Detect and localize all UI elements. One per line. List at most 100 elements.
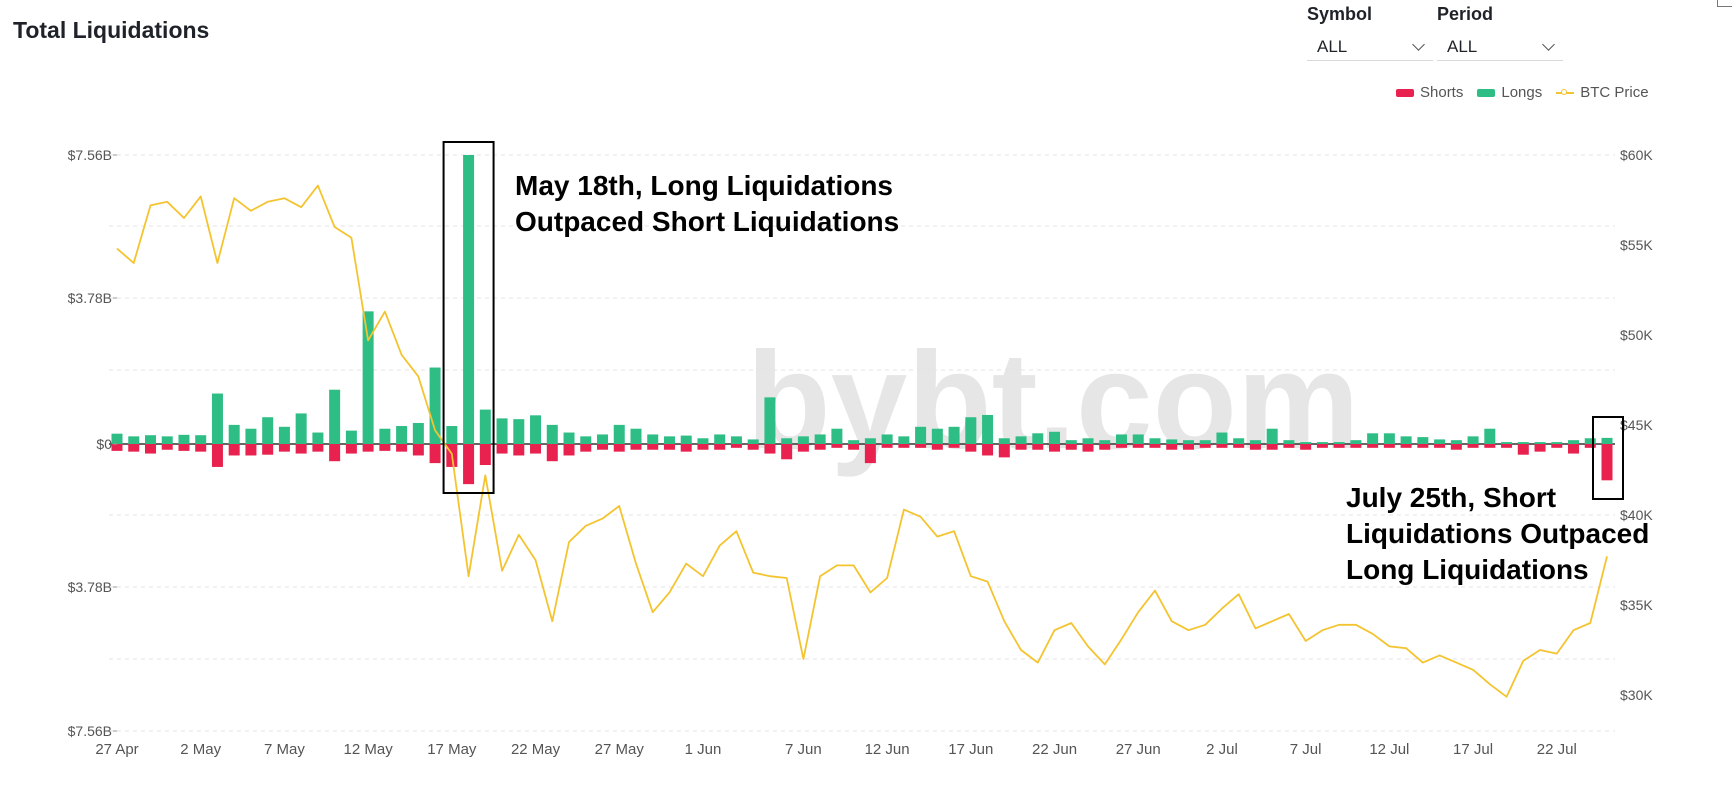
long-bar bbox=[329, 389, 341, 444]
long-bar bbox=[1534, 442, 1546, 444]
short-bar bbox=[915, 444, 927, 448]
long-bar bbox=[580, 436, 592, 444]
long-bar bbox=[362, 311, 374, 444]
short-bar bbox=[1032, 444, 1044, 450]
short-bar bbox=[463, 444, 475, 485]
short-bar bbox=[362, 444, 374, 452]
long-bar bbox=[915, 426, 927, 444]
long-bar bbox=[513, 419, 525, 444]
long-bar bbox=[1249, 440, 1261, 444]
long-bar bbox=[530, 415, 542, 444]
x-tick-label: 2 Jul bbox=[1206, 741, 1238, 758]
long-bar bbox=[747, 439, 759, 444]
short-bar bbox=[831, 444, 843, 448]
short-bar bbox=[1551, 444, 1563, 448]
short-bar bbox=[931, 444, 943, 450]
long-bar bbox=[982, 414, 994, 444]
annotation-jul25-line2: Liquidations Outpaced bbox=[1346, 518, 1650, 549]
legend-item-btc-price[interactable]: BTC Price bbox=[1556, 84, 1649, 101]
long-bar bbox=[931, 428, 943, 444]
short-bar bbox=[1601, 444, 1613, 481]
long-bar bbox=[144, 435, 156, 444]
short-bar bbox=[730, 444, 742, 448]
short-bar bbox=[1333, 444, 1345, 448]
annotation-jul25: July 25th, Short Liquidations Outpaced L… bbox=[1346, 480, 1649, 588]
period-value: ALL bbox=[1447, 36, 1478, 56]
short-bar bbox=[663, 444, 675, 450]
long-bar bbox=[1584, 438, 1596, 444]
short-bar bbox=[1115, 444, 1127, 448]
short-bar bbox=[546, 444, 558, 462]
short-bar bbox=[211, 444, 223, 467]
legend-label-shorts: Shorts bbox=[1420, 84, 1464, 101]
x-tick-label: 7 May bbox=[264, 741, 305, 758]
legend-label-longs: Longs bbox=[1501, 84, 1543, 101]
period-label: Period bbox=[1437, 4, 1494, 24]
btc-price-line bbox=[116, 184, 1608, 698]
short-bar bbox=[295, 444, 307, 454]
legend-item-longs[interactable]: Longs bbox=[1477, 84, 1542, 101]
long-bar bbox=[1199, 440, 1211, 444]
short-bar bbox=[1149, 444, 1161, 448]
long-bar bbox=[965, 417, 977, 444]
x-tick-label: 22 May bbox=[511, 741, 561, 758]
long-bar bbox=[1283, 440, 1295, 444]
long-bar bbox=[496, 418, 508, 444]
x-tick-label: 17 May bbox=[427, 741, 477, 758]
short-bar bbox=[864, 444, 876, 464]
x-tick-label: 27 Jun bbox=[1116, 741, 1161, 758]
symbol-select[interactable]: ALL bbox=[1307, 33, 1433, 61]
x-tick-label: 27 May bbox=[595, 741, 645, 758]
longs-swatch-icon bbox=[1477, 88, 1496, 97]
short-bar bbox=[1065, 444, 1077, 450]
long-bar bbox=[128, 436, 140, 444]
short-bar bbox=[1534, 444, 1546, 452]
short-bar bbox=[1501, 444, 1513, 448]
long-bar bbox=[262, 417, 274, 444]
long-bar bbox=[1467, 436, 1479, 444]
short-bar bbox=[128, 444, 140, 452]
short-bar bbox=[329, 444, 341, 462]
long-bar bbox=[1551, 442, 1563, 444]
short-bar bbox=[412, 444, 424, 456]
long-bar bbox=[446, 426, 458, 444]
long-bar bbox=[479, 409, 491, 444]
long-bar bbox=[898, 436, 910, 444]
long-bar bbox=[429, 367, 441, 444]
long-bar bbox=[111, 433, 123, 444]
short-bar bbox=[1350, 444, 1362, 448]
period-select[interactable]: ALL bbox=[1437, 33, 1563, 61]
short-bar bbox=[1383, 444, 1395, 448]
short-bar bbox=[1166, 444, 1178, 450]
x-tick-label: 1 Jun bbox=[685, 741, 722, 758]
short-bar bbox=[764, 444, 776, 454]
long-bar bbox=[1434, 439, 1446, 444]
short-bar bbox=[563, 444, 575, 456]
short-bar bbox=[797, 444, 809, 452]
short-bar bbox=[345, 444, 357, 454]
long-bar bbox=[1266, 428, 1278, 444]
x-tick-label: 12 Jul bbox=[1369, 741, 1409, 758]
long-bar bbox=[1400, 436, 1412, 444]
annotation-jul25-line3: Long Liquidations bbox=[1346, 554, 1589, 585]
legend-item-shorts[interactable]: Shorts bbox=[1396, 84, 1463, 101]
short-bar bbox=[1099, 444, 1111, 450]
short-bar bbox=[898, 444, 910, 448]
short-bar bbox=[1182, 444, 1194, 450]
long-bar bbox=[1166, 439, 1178, 444]
x-tick-label: 12 May bbox=[344, 741, 394, 758]
x-tick-label: 17 Jun bbox=[948, 741, 993, 758]
short-bar bbox=[1015, 444, 1027, 450]
short-bar bbox=[1467, 444, 1479, 448]
long-bar bbox=[1065, 440, 1077, 444]
short-bar bbox=[1199, 444, 1211, 448]
short-bar bbox=[530, 444, 542, 454]
chart-legend: Shorts Longs BTC Price bbox=[1396, 84, 1649, 101]
x-tick-label: 7 Jun bbox=[785, 741, 822, 758]
short-bar bbox=[1400, 444, 1412, 448]
short-bar bbox=[1283, 444, 1295, 448]
legend-label-btc-price: BTC Price bbox=[1580, 84, 1649, 101]
page-title: Total Liquidations bbox=[13, 17, 210, 43]
long-bar bbox=[1601, 437, 1613, 444]
shorts-swatch-icon bbox=[1396, 88, 1414, 97]
